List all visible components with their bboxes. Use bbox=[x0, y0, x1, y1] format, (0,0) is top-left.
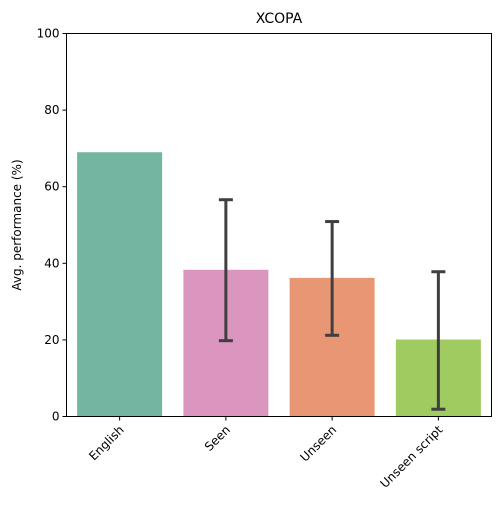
y-tick-label: 80 bbox=[44, 103, 59, 117]
error-bars-layer bbox=[218, 198, 446, 411]
x-tick-label: Unseen script bbox=[377, 423, 445, 491]
error-bar-unseen bbox=[325, 220, 340, 337]
y-axis-label: Avg. performance (%) bbox=[10, 159, 24, 290]
y-tick-label: 60 bbox=[44, 180, 59, 194]
bars-layer bbox=[77, 152, 481, 417]
chart-title: XCOPA bbox=[256, 11, 303, 27]
x-axis: English Seen Unseen Unseen script bbox=[86, 416, 446, 491]
y-tick-label: 20 bbox=[44, 333, 59, 347]
error-bar-unseen-script bbox=[431, 270, 446, 411]
bar-english bbox=[77, 152, 163, 417]
y-tick-label: 100 bbox=[37, 27, 60, 41]
y-axis: 0 20 40 60 80 100 bbox=[37, 27, 67, 424]
y-tick-label: 40 bbox=[44, 256, 59, 270]
y-tick-label: 0 bbox=[52, 410, 60, 424]
error-bar-seen bbox=[218, 198, 233, 343]
plot-frame bbox=[66, 33, 492, 417]
x-tick-label: English bbox=[86, 423, 127, 464]
x-tick-label: Unseen bbox=[298, 423, 340, 465]
x-tick-label: Seen bbox=[202, 423, 233, 454]
